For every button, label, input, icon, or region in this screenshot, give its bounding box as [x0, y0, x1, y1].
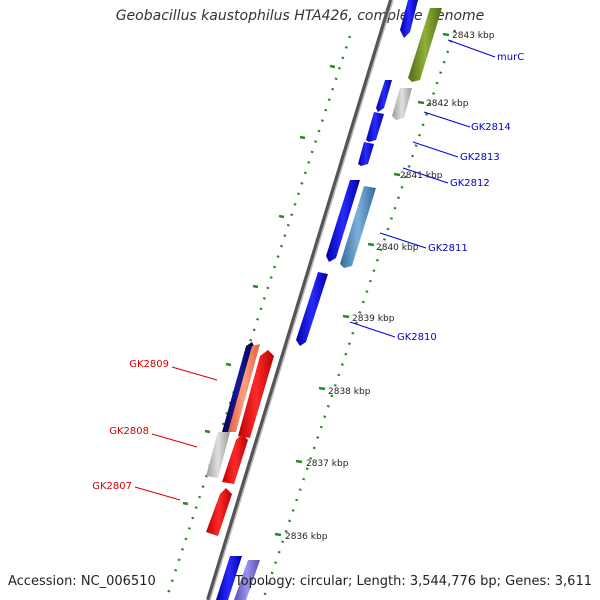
gc-skew-positive-bar — [408, 8, 442, 82]
gene-GK2808-feature[interactable] — [206, 432, 230, 478]
gene-bottom-blue — [216, 556, 242, 600]
gene-label-GK2810[interactable]: GK2810 — [397, 332, 437, 343]
map-title: Geobacillus kaustophilus HTA426, complet… — [115, 8, 485, 24]
gene-GK2809-feature[interactable] — [222, 342, 254, 432]
gene-label-GK2807[interactable]: GK2807 — [92, 481, 132, 492]
kbp-label: 2842 kbp — [426, 99, 469, 109]
gene-label-murC[interactable]: murC — [497, 52, 524, 63]
gene-GK2814-feature[interactable] — [376, 80, 392, 112]
gene-GK2808-red — [222, 434, 248, 484]
genome-backbone-highlight — [209, 0, 394, 600]
gene-murC-feature[interactable] — [400, 0, 418, 38]
grey-feature-top — [392, 88, 412, 120]
kbp-ticks — [274, 32, 450, 537]
accession-text: Accession: NC_006510 — [8, 574, 156, 589]
gene-label-GK2811[interactable]: GK2811 — [428, 243, 468, 254]
kbp-label: 2843 kbp — [452, 31, 495, 41]
gene-GK2809-red — [238, 350, 274, 438]
gene-label-GK2808[interactable]: GK2808 — [109, 426, 149, 437]
outer-dot-ring — [164, 35, 352, 600]
genome-backbone — [206, 0, 393, 600]
kbp-label: 2839 kbp — [352, 314, 395, 324]
kbp-label: 2836 kbp — [285, 532, 328, 542]
gene-label-GK2814[interactable]: GK2814 — [471, 122, 511, 133]
forward-gene-labels: murC GK2814 GK2813 GK2812 GK2811 GK2810 — [397, 52, 524, 343]
kbp-label: 2840 kbp — [376, 243, 419, 253]
reverse-gene-labels: GK2809 GK2808 GK2807 — [92, 359, 169, 492]
gene-GK2812-feature[interactable] — [358, 142, 374, 166]
gene-label-GK2813[interactable]: GK2813 — [460, 152, 500, 163]
gene-GK2807-feature[interactable] — [206, 488, 232, 536]
kbp-label: 2838 kbp — [328, 387, 371, 397]
inner-dot-ring — [261, 29, 457, 600]
gene-GK2810-feature[interactable] — [296, 272, 328, 346]
gene-GK2813-feature[interactable] — [366, 112, 384, 142]
kbp-label: 2841 kbp — [400, 171, 443, 181]
reverse-leader-lines — [134, 366, 218, 501]
gene-bottom-purple — [234, 560, 260, 600]
outer-major-ticks — [182, 64, 336, 506]
gene-label-GK2809[interactable]: GK2809 — [129, 359, 169, 370]
gene-GK2809-salmon — [228, 344, 260, 432]
forward-leader-lines — [349, 39, 496, 338]
gene-label-GK2812[interactable]: GK2812 — [450, 178, 490, 189]
kbp-labels: 2843 kbp 2842 kbp 2841 kbp 2840 kbp 2839… — [285, 31, 495, 542]
kbp-label: 2837 kbp — [306, 459, 349, 469]
genome-summary-text: Topology: circular; Length: 3,544,776 bp… — [234, 574, 592, 589]
gene-GK2811-feature[interactable] — [326, 180, 360, 262]
gc-skew-negative-bar — [340, 186, 376, 268]
